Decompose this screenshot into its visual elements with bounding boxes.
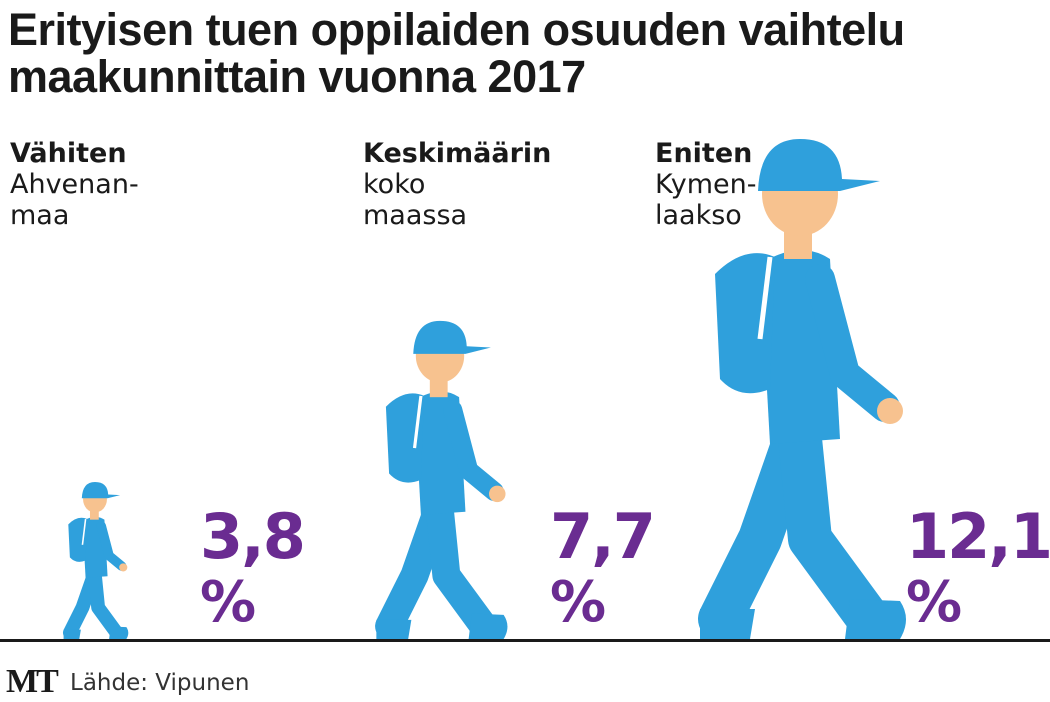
figure-max	[698, 139, 906, 641]
figure-max-front-leg	[778, 417, 887, 636]
figure-max-backpack	[715, 253, 775, 394]
figure-min	[62, 481, 129, 640]
figure-min-arm	[96, 521, 127, 571]
figure-avg-back-shoe	[376, 619, 412, 639]
figure-avg-arm	[443, 400, 504, 501]
figure-avg-front-shoe	[468, 613, 508, 639]
label-min-heading: Vähiten	[10, 138, 127, 169]
figure-min-backpack-strap	[81, 518, 87, 545]
figure-max-backpack-strap	[757, 256, 773, 340]
source-text: Lähde: Vipunen	[70, 670, 250, 696]
figure-min-front-leg	[88, 569, 123, 639]
figure-min-cap	[81, 481, 121, 499]
value-label-min: 3,8 %	[200, 506, 306, 635]
label-max-region-2: laakso	[655, 200, 742, 231]
label-avg-region-2: maassa	[363, 200, 468, 231]
figure-avg-cap	[413, 320, 491, 354]
label-avg-region-1: koko	[363, 169, 426, 200]
value-max-number: 12,1	[906, 500, 1050, 573]
figure-max-hand	[877, 398, 903, 424]
figure-avg-backpack-strap	[412, 395, 423, 449]
value-label-max: 12,1 %	[906, 506, 1050, 634]
figure-max-arm	[805, 264, 900, 422]
figure-avg-backpack	[385, 393, 425, 483]
figure-max-cap	[758, 139, 880, 191]
figure-max-front-shoe	[845, 599, 906, 639]
figure-min-front-shoe	[109, 626, 129, 639]
label-avg: Keskimäärin koko maassa	[363, 138, 551, 231]
value-avg-unit: %	[550, 570, 607, 635]
chart-title: Erityisen tuen oppilaiden osuuden vaihte…	[8, 4, 905, 102]
label-max-region-1: Kymen-	[655, 169, 757, 200]
label-min-region-1: Ahvenan-	[10, 169, 139, 200]
baseline	[0, 639, 1050, 642]
label-avg-heading: Keskimäärin	[363, 138, 552, 169]
value-avg-number: 7,7	[550, 500, 656, 573]
value-max-unit: %	[906, 570, 963, 635]
label-min: Vähiten Ahvenan- maa	[10, 138, 139, 231]
figure-min-back-shoe	[63, 629, 81, 639]
label-min-region-2: maa	[10, 200, 70, 231]
figure-max-back-shoe	[700, 609, 755, 639]
label-max-heading: Eniten	[655, 138, 753, 169]
mt-logo: MT	[6, 663, 59, 700]
figure-avg	[375, 320, 508, 641]
label-max: Eniten Kymen- laakso	[655, 138, 757, 231]
value-min-number: 3,8	[200, 500, 306, 573]
figure-min-hand	[119, 563, 128, 572]
figure-min-backpack	[68, 517, 88, 562]
figure-avg-front-leg	[426, 497, 496, 638]
figure-avg-hand	[489, 485, 506, 503]
value-min-unit: %	[200, 570, 257, 635]
value-label-avg: 7,7 %	[550, 506, 656, 635]
